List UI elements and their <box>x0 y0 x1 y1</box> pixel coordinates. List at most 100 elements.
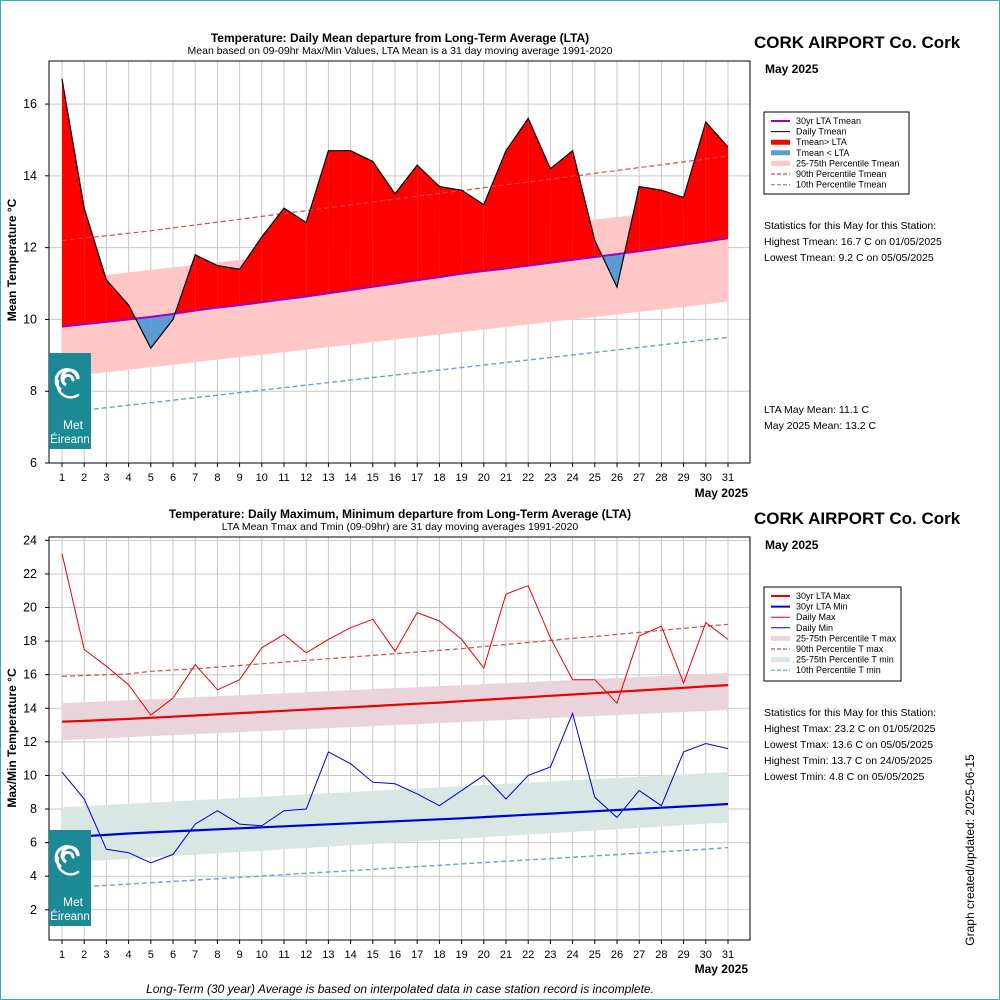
chart2-xtick-label: 16 <box>389 949 401 961</box>
chart2-stat-lowest-tmin: Lowest Tmin: 4.8 C on 05/05/2025 <box>764 771 924 783</box>
chart2-ytick-label: 4 <box>30 869 37 883</box>
chart2-xlabel: May 2025 <box>695 962 749 976</box>
chart2-ytick-label: 20 <box>23 601 37 615</box>
chart1-xtick-label: 30 <box>700 472 712 484</box>
chart1-xtick-label: 21 <box>500 472 512 484</box>
chart1-fill-above-lta <box>572 150 595 260</box>
chart1-fill-above-lta <box>683 122 706 245</box>
chart1-logo-text-met: Met <box>63 418 84 432</box>
chart2-plot <box>49 537 750 940</box>
chart2-logo-text-met: Met <box>63 895 84 909</box>
chart2-xtick-label: 15 <box>367 949 379 961</box>
chart1-fill-above-lta <box>306 150 329 297</box>
chart1-fill-above-lta <box>261 208 284 303</box>
chart1-title: Temperature: Daily Mean departure from L… <box>211 31 589 45</box>
chart2-xtick-label: 2 <box>81 949 87 961</box>
chart2-xtick-label: 30 <box>700 949 712 961</box>
chart1-logo-swirl-outer-icon <box>56 379 80 399</box>
chart1-xtick-label: 16 <box>389 472 401 484</box>
chart2-ytick-label: 2 <box>30 903 37 917</box>
chart2-xtick-label: 9 <box>237 949 243 961</box>
chart1-xtick-label: 25 <box>589 472 601 484</box>
chart1-xtick-label: 10 <box>256 472 268 484</box>
chart2-xtick-label: 28 <box>655 949 667 961</box>
chart2-xtick-label: 6 <box>170 949 176 961</box>
chart1-xtick-label: 9 <box>237 472 243 484</box>
chart1-xtick-label: 8 <box>214 472 220 484</box>
chart1-stat-lowest: Lowest Tmean: 9.2 C on 05/05/2025 <box>764 252 934 264</box>
chart1-xtick-label: 22 <box>522 472 534 484</box>
chart2-xtick-label: 3 <box>103 949 109 961</box>
chart2-plot-area <box>49 537 750 940</box>
chart2-xtick-label: 31 <box>722 949 734 961</box>
chart2-stat-highest-tmin: Highest Tmin: 13.7 C on 24/05/2025 <box>764 755 933 767</box>
chart1-ytick-label: 6 <box>30 456 37 470</box>
chart1-xtick-label: 15 <box>367 472 379 484</box>
chart1-plot <box>49 61 750 464</box>
chart2-band-tmin-25-75 <box>62 772 728 863</box>
chart2-xtick-label: 19 <box>455 949 467 961</box>
created-stamp: Graph created/updated: 2025-06-15 <box>963 754 977 946</box>
chart1-stats-header: Statistics for this May for this Station… <box>764 220 936 232</box>
chart1-legend-label: Tmean> LTA <box>796 137 847 147</box>
chart2-xtick-label: 17 <box>411 949 423 961</box>
chart2-logo-text-eireann: Éireann <box>50 910 90 923</box>
chart1-legend-label: Daily Tmean <box>796 127 846 137</box>
chart1-station-name: CORK AIRPORT Co. Cork <box>754 33 961 52</box>
chart2-xtick-label: 25 <box>589 949 601 961</box>
chart2-stat-highest-tmax: Highest Tmax: 23.2 C on 01/05/2025 <box>764 723 936 735</box>
chart1-fill-above-lta <box>239 236 262 306</box>
chart2-station-name: CORK AIRPORT Co. Cork <box>754 509 961 528</box>
chart1-fill-above-lta <box>705 122 728 242</box>
chart1-xtick-label: 28 <box>655 472 667 484</box>
chart1-xtick-label: 1 <box>59 472 65 484</box>
chart2-legend-label: 25-75th Percentile T max <box>796 633 897 643</box>
chart1-line-lta-mean <box>61 237 729 328</box>
chart2-xtick-label: 27 <box>633 949 645 961</box>
chart1-xtick-label: 17 <box>411 472 423 484</box>
chart1-fill-above-lta <box>461 190 484 274</box>
chart1-fill-above-lta <box>528 118 551 266</box>
chart2-xtick-label: 13 <box>322 949 334 961</box>
chart1-ytick-label: 16 <box>23 97 37 111</box>
chart1-fill-above-lta <box>372 161 395 287</box>
chart1-xtick-label: 23 <box>544 472 556 484</box>
chart2-xtick-label: 7 <box>192 949 198 961</box>
chart2-xtick-label: 10 <box>256 949 268 961</box>
chart2-line-p90-tmax <box>61 623 729 677</box>
chart1-fill-above-lta <box>395 165 418 284</box>
chart2-xtick-label: 14 <box>344 949 356 961</box>
chart2-xtick-label: 26 <box>611 949 623 961</box>
chart1-fill-above-lta <box>106 279 129 322</box>
chart1-lta-month-mean: LTA May Mean: 11.1 C <box>764 404 869 416</box>
chart2-legend-label: 10th Percentile T min <box>796 665 881 675</box>
chart2-stats-header: Statistics for this May for this Station… <box>764 707 936 719</box>
chart1-line-daily-mean <box>61 78 729 350</box>
chart2-xtick-label: 24 <box>566 949 578 961</box>
chart1-xtick-label: 14 <box>344 472 356 484</box>
chart1-xtick-label: 12 <box>300 472 312 484</box>
chart2-xtick-label: 18 <box>433 949 445 961</box>
chart2-ytick-label: 18 <box>23 634 37 648</box>
chart2-xtick-label: 21 <box>500 949 512 961</box>
chart2-ytick-label: 24 <box>23 533 37 547</box>
chart1-subtitle: Mean based on 09-09hr Max/Min Values, LT… <box>188 45 613 57</box>
chart1-xtick-label: 18 <box>433 472 445 484</box>
chart1-logo-swirl-icon <box>54 368 80 391</box>
chart2-xtick-label: 20 <box>478 949 490 961</box>
chart1-xtick-label: 6 <box>170 472 176 484</box>
chart1-ytick-label: 10 <box>23 312 37 326</box>
chart1-legend-label: Tmean < LTA <box>796 148 849 158</box>
chart1-month: May 2025 <box>765 62 819 76</box>
chart1-xtick-label: 3 <box>103 472 109 484</box>
chart1-fill-above-lta <box>417 165 440 281</box>
chart2-xtick-label: 11 <box>278 949 289 961</box>
chart1-fill-above-lta <box>217 265 240 308</box>
chart2-ytick-label: 12 <box>23 735 37 749</box>
chart1-logo-text-eireann: Éireann <box>50 433 90 446</box>
